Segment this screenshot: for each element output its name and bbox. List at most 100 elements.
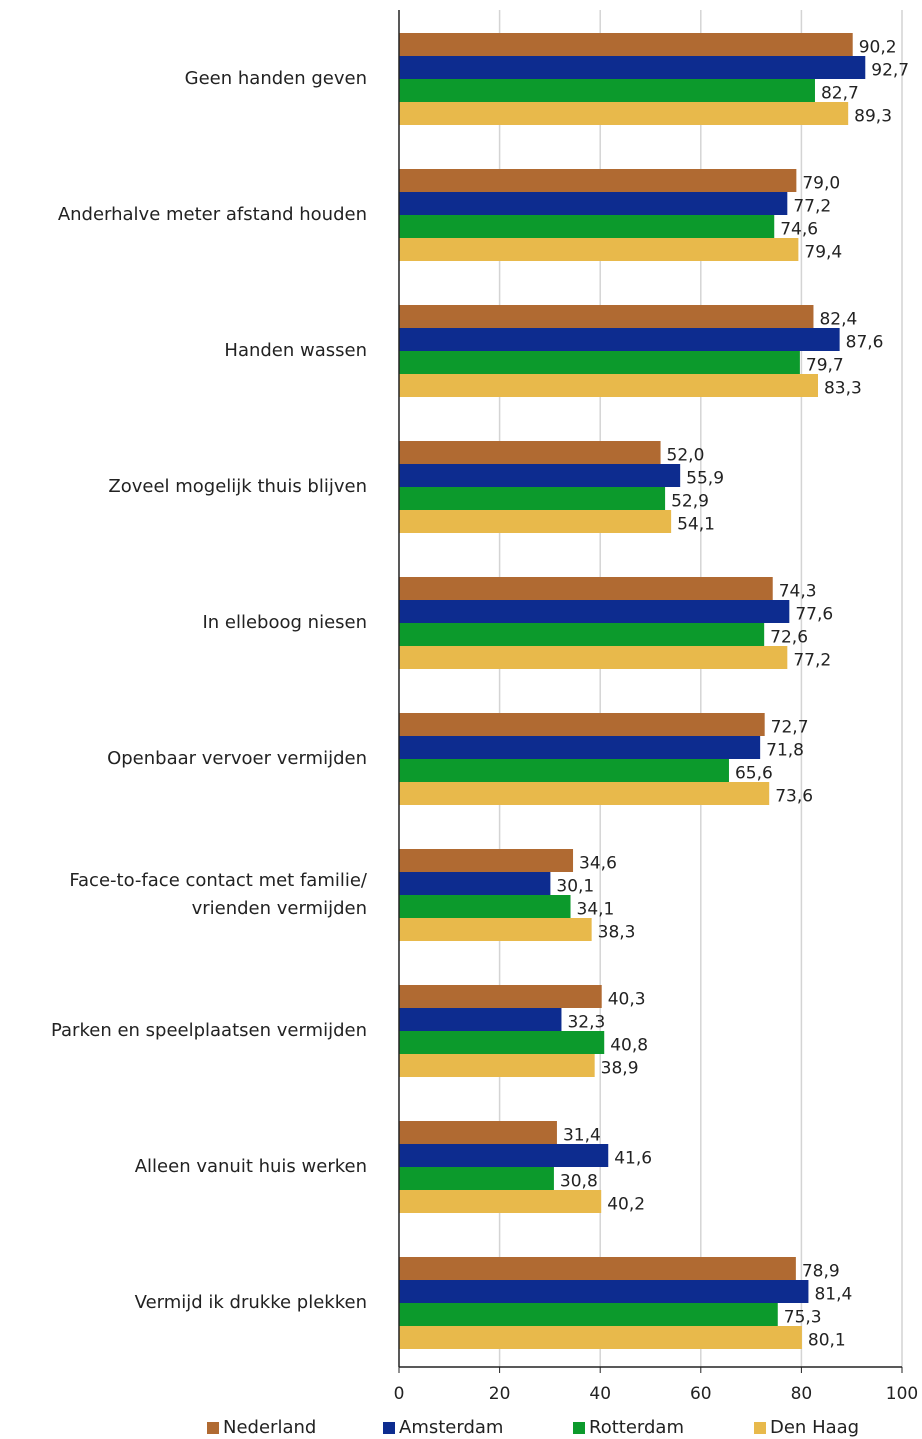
value-label: 54,1 (677, 515, 715, 535)
bar (399, 1257, 796, 1280)
bar (399, 985, 602, 1008)
bar (399, 872, 551, 895)
legend-swatch (754, 1422, 766, 1434)
bar (399, 328, 840, 351)
legend-swatch (207, 1422, 219, 1434)
bar (399, 759, 729, 782)
value-label: 73,6 (775, 787, 813, 807)
value-label: 52,0 (667, 446, 705, 466)
bar (399, 351, 800, 374)
bar (399, 1303, 778, 1326)
value-label: 92,7 (871, 61, 909, 81)
bar (399, 33, 853, 56)
bar (399, 1031, 605, 1054)
value-label: 77,2 (793, 197, 831, 217)
value-label: 72,6 (770, 628, 808, 648)
bar (399, 510, 672, 533)
bar (399, 646, 788, 669)
legend-label: Rotterdam (589, 1417, 684, 1438)
x-tick-label: 40 (589, 1384, 611, 1404)
value-label: 89,3 (854, 107, 892, 127)
bar (399, 192, 788, 215)
category-label: Face-to-face contact met familie/ vriend… (69, 870, 367, 919)
value-label: 71,8 (766, 741, 804, 761)
category-label: Geen handen geven (184, 68, 367, 89)
x-tick-label: 80 (791, 1384, 813, 1404)
value-label: 41,6 (614, 1149, 652, 1169)
category-label: Parken en speelplaatsen vermijden (50, 1020, 367, 1041)
value-label: 52,9 (671, 492, 709, 512)
value-label: 34,6 (579, 854, 617, 874)
bar (399, 895, 571, 918)
bar (399, 713, 765, 736)
bar (399, 1008, 562, 1031)
category-label: Vermijd ik drukke plekken (134, 1292, 367, 1313)
legend-label: Amsterdam (399, 1417, 503, 1438)
value-label: 38,3 (598, 923, 636, 943)
bar (399, 56, 866, 79)
value-label: 81,4 (814, 1285, 852, 1305)
value-label: 79,7 (806, 356, 844, 376)
bar (399, 918, 592, 941)
value-label: 75,3 (784, 1308, 822, 1328)
category-label: Anderhalve meter afstand houden (57, 204, 367, 225)
bar (399, 464, 681, 487)
x-tick-label: 20 (489, 1384, 511, 1404)
category-label: Openbaar vervoer vermijden (107, 748, 367, 769)
bar (399, 487, 666, 510)
bar (399, 215, 775, 238)
category-label: Zoveel mogelijk thuis blijven (108, 476, 367, 497)
value-label: 30,8 (560, 1172, 598, 1192)
bar (399, 577, 773, 600)
bar (399, 1190, 602, 1213)
value-label: 38,9 (601, 1059, 639, 1079)
value-label: 74,6 (780, 220, 818, 240)
value-label: 40,2 (607, 1195, 645, 1215)
bar (399, 1144, 609, 1167)
value-label: 72,7 (771, 718, 809, 738)
value-label: 80,1 (808, 1331, 846, 1351)
value-label: 31,4 (563, 1126, 601, 1146)
bar (399, 238, 799, 261)
value-label: 32,3 (567, 1013, 605, 1033)
bar (399, 441, 661, 464)
value-label: 90,2 (859, 38, 897, 58)
bar (399, 1167, 554, 1190)
value-label: 87,6 (846, 333, 884, 353)
category-label: Alleen vanuit huis werken (134, 1156, 367, 1177)
bar (399, 1280, 809, 1303)
value-label: 40,3 (608, 990, 646, 1010)
value-label: 79,4 (804, 243, 842, 263)
value-label: 78,9 (802, 1262, 840, 1282)
bar (399, 782, 770, 805)
legend-swatch (573, 1422, 585, 1434)
category-label: Handen wassen (224, 340, 367, 361)
bar (399, 736, 761, 759)
bar (399, 169, 797, 192)
x-tick-label: 0 (394, 1384, 405, 1404)
value-label: 55,9 (686, 469, 724, 489)
legend-swatch (383, 1422, 395, 1434)
legend-label: Nederland (223, 1417, 316, 1438)
value-label: 82,7 (821, 84, 859, 104)
bar (399, 1054, 595, 1077)
x-tick-label: 60 (690, 1384, 712, 1404)
value-label: 30,1 (556, 877, 594, 897)
bar (399, 305, 814, 328)
legend-label: Den Haag (770, 1417, 859, 1438)
value-label: 34,1 (577, 900, 615, 920)
value-label: 83,3 (824, 379, 862, 399)
bar (399, 623, 765, 646)
bar (399, 1326, 802, 1349)
x-tick-label: 100 (886, 1384, 918, 1404)
value-label: 79,0 (802, 174, 840, 194)
bar (399, 1121, 557, 1144)
value-label: 65,6 (735, 764, 773, 784)
bar (399, 374, 818, 397)
bar (399, 102, 849, 125)
bar (399, 600, 790, 623)
value-label: 40,8 (610, 1036, 648, 1056)
value-label: 74,3 (779, 582, 817, 602)
value-label: 82,4 (819, 310, 857, 330)
